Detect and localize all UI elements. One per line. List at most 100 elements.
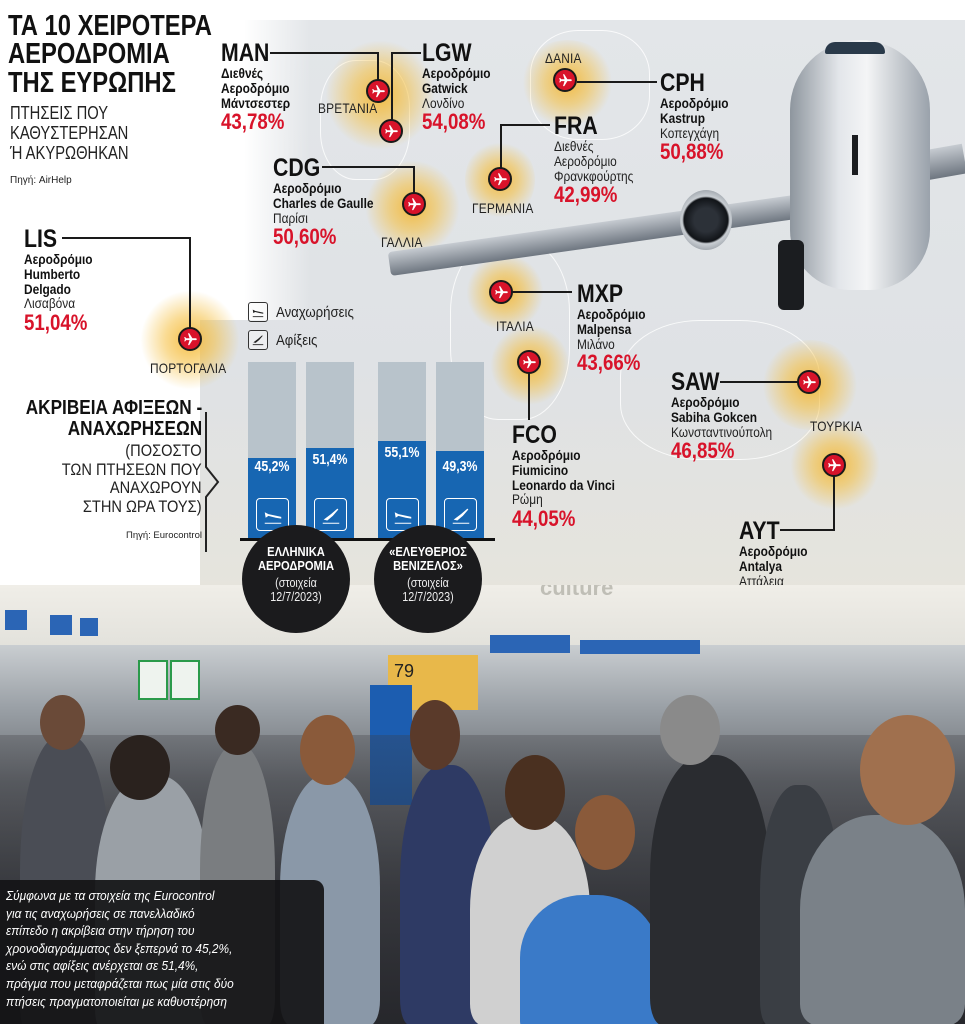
arrivals-icon <box>444 498 477 531</box>
person <box>520 895 660 1024</box>
leader-fco <box>528 368 530 420</box>
caption-line: χρονοδιαγράμματος δεν ξεπερνά το 45,2%, <box>6 941 233 956</box>
airport-pin-man[interactable] <box>366 79 390 103</box>
airport-code: LIS <box>24 225 58 253</box>
person <box>800 815 965 1024</box>
airport-pin-fra[interactable] <box>488 167 512 191</box>
title-line: ΤΗΣ ΕΥΡΩΠΗΣ <box>8 66 176 99</box>
leader-cdg-v <box>413 166 415 196</box>
airport-code: FCO <box>512 421 557 449</box>
airplane-icon <box>407 197 421 210</box>
country-label-pt: ΠΟΡΤΟΓΑΛΙΑ <box>150 360 227 376</box>
airport-label-cph: CPH Αεροδρόμιο Kastrup Κοπεγχάγη 50,88% <box>660 70 741 164</box>
bar-value: 49,3% <box>442 458 478 475</box>
airport-pin-fco[interactable] <box>517 350 541 374</box>
airport-name: Αεροδρόμιο <box>422 65 491 82</box>
overhead-sign <box>490 635 570 653</box>
airport-pin-lis[interactable] <box>178 327 202 351</box>
airplane-icon <box>558 73 572 86</box>
airport-city: Κοπεγχάγη <box>660 124 720 141</box>
group-note: 12/7/2023) <box>402 589 454 604</box>
airport-percentage: 54,08% <box>422 109 486 135</box>
plane-cockpit <box>825 42 885 54</box>
person-head <box>660 695 720 765</box>
accuracy-subtitle-line: ΑΝΑΧΩΡΟΥΝ <box>110 478 202 498</box>
person-head <box>575 795 635 870</box>
airport-pin-cph[interactable] <box>553 68 577 92</box>
airport-name: Αεροδρόμιο <box>512 447 581 464</box>
leader-ayt-h <box>780 529 835 531</box>
airport-pin-cdg[interactable] <box>402 192 426 216</box>
airport-label-lis: LIS Αεροδρόμιο Humberto Delgado Λισαβόνα… <box>24 226 105 334</box>
airport-name: Leonardo da Vinci <box>512 476 615 493</box>
leader-man <box>270 52 378 54</box>
bar-athens-departures[interactable]: 55,1% <box>378 362 426 538</box>
group-note: (στοιχεία <box>407 575 449 590</box>
airport-name: Kastrup <box>660 109 705 126</box>
arrivals-icon <box>314 498 347 531</box>
accuracy-subtitle-line: (ΠΟΣΟΣΤΟ <box>125 441 202 460</box>
bar-athens-arrivals[interactable]: 49,3% <box>436 362 484 538</box>
page-subtitle: ΠΤΗΣΕΙΣ ΠΟΥ ΚΑΘΥΣΤΕΡΗΣΑΝ Ή ΑΚΥΡΩΘΗΚΑΝ <box>10 103 129 163</box>
bar-greek-arrivals[interactable]: 51,4% <box>306 362 354 538</box>
checkin-sign <box>50 615 72 635</box>
bar-value: 45,2% <box>254 458 290 475</box>
airport-name: Διεθνές <box>554 138 594 155</box>
airport-name: Delgado <box>24 280 71 297</box>
airplane-icon <box>384 124 398 137</box>
airport-pin-ayt[interactable] <box>822 453 846 477</box>
title-line: ΑΕΡΟΔΡΟΜΙΑ <box>8 38 170 71</box>
airport-percentage: 51,04% <box>24 310 88 335</box>
airport-name: Αεροδρόμιο <box>221 79 290 96</box>
leader-man-v <box>377 52 379 82</box>
accuracy-title-line: ΑΚΡΙΒΕΙΑ ΑΦΙΞΕΩΝ - <box>25 397 202 419</box>
airport-name: Φρανκφούρτης <box>554 167 634 184</box>
chart-legend: Αναχωρήσεις Αφίξεις <box>248 300 364 356</box>
airport-label-fra: FRA Διεθνές Αεροδρόμιο Φρανκφούρτης 42,9… <box>554 113 647 208</box>
airport-name: Gatwick <box>422 79 468 96</box>
airport-name: Humberto <box>24 265 81 282</box>
airport-percentage: 43,78% <box>221 109 285 135</box>
person-head <box>505 755 565 830</box>
airport-city: Μιλάνο <box>577 335 615 352</box>
airport-city: Ρώμη <box>512 491 543 508</box>
leader-cdg <box>322 166 414 168</box>
airport-name: Μάντσεστερ <box>221 94 291 111</box>
leader-fra-v <box>500 124 502 174</box>
subtitle-line: ΠΤΗΣΕΙΣ ΠΟΥ <box>10 103 109 123</box>
group-note: (στοιχεία <box>275 575 317 590</box>
airport-name: Sabiha Gokcen <box>671 408 757 425</box>
arrivals-icon <box>248 330 268 350</box>
group-title: ΑΕΡΟΔΡΟΜΙΑ <box>257 558 335 574</box>
leader-cph <box>577 81 657 83</box>
airplane-icon <box>522 355 536 368</box>
person-head <box>860 715 955 825</box>
plane-engine <box>680 190 732 250</box>
airport-percentage: 42,99% <box>554 182 618 208</box>
airplane-icon <box>183 332 197 345</box>
airport-pin-lgw[interactable] <box>379 119 403 143</box>
airport-code: MAN <box>221 39 270 67</box>
airport-name: Αεροδρόμιο <box>554 152 617 169</box>
airport-name: Αεροδρόμιο <box>671 394 740 411</box>
bar-greek-departures[interactable]: 45,2% <box>248 362 296 538</box>
airport-pin-mxp[interactable] <box>489 280 513 304</box>
airport-percentage: 46,85% <box>671 438 735 464</box>
checkin-sign <box>80 618 98 636</box>
group-label-greek-airports: ΕΛΛΗΝΙΚΑ ΑΕΡΟΔΡΟΜΙΑ (στοιχεία 12/7/2023) <box>242 525 350 633</box>
person-head <box>300 715 355 785</box>
airport-pin-saw[interactable] <box>797 370 821 394</box>
caption-line: Σύμφωνα με τα στοιχεία της Eurocontrol <box>6 889 215 903</box>
photo-wall-text: culture <box>540 585 614 600</box>
legend-label: Αφίξεις <box>276 331 318 349</box>
plane-image <box>790 40 930 290</box>
airplane-icon <box>493 172 507 185</box>
group-title: «ΕΛΕΥΘΕΡΙΟΣ <box>389 544 467 559</box>
leader-mxp <box>510 291 572 293</box>
airplane-icon <box>494 285 508 298</box>
airport-percentage: 50,60% <box>273 224 337 250</box>
leader-fra <box>500 124 550 126</box>
person-head <box>215 705 260 755</box>
page-title: ΤΑ 10 ΧΕΙΡΟΤΕΡΑ ΑΕΡΟΔΡΟΜΙΑ ΤΗΣ ΕΥΡΩΠΗΣ <box>8 11 212 99</box>
overhead-sign <box>580 640 700 654</box>
